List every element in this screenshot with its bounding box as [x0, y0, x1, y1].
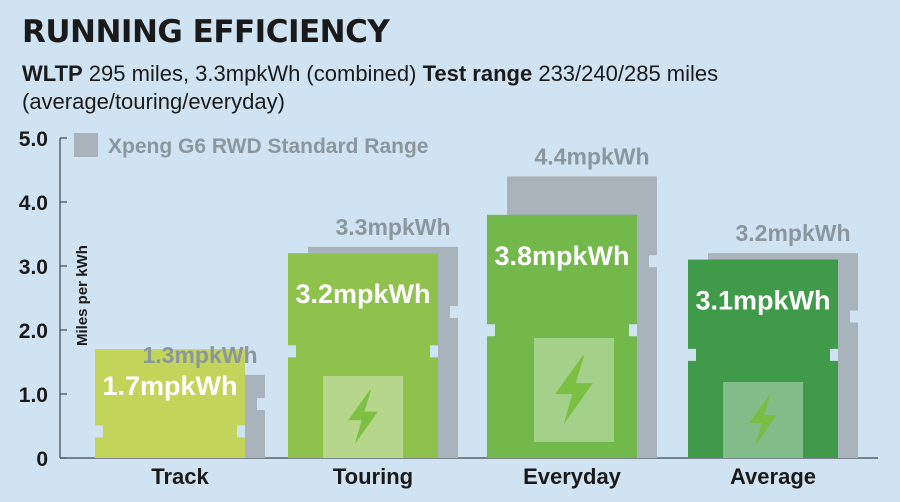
reference-bar-notch — [649, 255, 657, 268]
result-bar-notch-left — [688, 348, 696, 361]
category-label: Touring — [333, 464, 413, 489]
chart-subtitle: WLTP 295 miles, 3.3mpkWh (combined) Test… — [22, 60, 892, 116]
reference-value-label: 3.2mpkWh — [735, 220, 850, 246]
reference-bar-notch — [850, 310, 858, 323]
result-bar-notch-left — [487, 324, 495, 337]
lightning-bolt-icon — [555, 355, 593, 425]
y-tick-label: 0 — [36, 448, 48, 471]
legend-swatch — [74, 133, 98, 157]
result-bar-notch-left — [95, 425, 103, 438]
test-range-label: Test range — [422, 61, 533, 86]
y-tick-label: 1.0 — [19, 384, 48, 407]
result-bar-notch-right — [629, 324, 637, 337]
result-bar-everyday — [487, 214, 637, 458]
lightning-bolt-icon — [749, 394, 777, 446]
y-tick-label: 2.0 — [19, 320, 48, 343]
legend-label: Xpeng G6 RWD Standard Range — [108, 135, 429, 158]
chart-title: RUNNING EFFICIENCY — [22, 14, 390, 50]
wltp-label: WLTP — [22, 61, 83, 86]
result-bar-notch-right — [430, 345, 438, 358]
result-value-label: 3.2mpkWh — [295, 279, 430, 309]
reference-bar-notch — [257, 398, 265, 411]
result-value-label: 3.8mpkWh — [494, 241, 629, 271]
reference-bar-notch — [450, 305, 458, 318]
result-bar-track — [95, 349, 245, 458]
result-bar-notch-left — [288, 345, 296, 358]
reference-value-label: 4.4mpkWh — [534, 143, 649, 169]
result-bar-notch-right — [830, 348, 838, 361]
y-tick-label: 4.0 — [19, 192, 48, 215]
result-bar-notch-right — [237, 425, 245, 438]
reference-value-label: 3.3mpkWh — [335, 214, 450, 240]
y-tick-label: 5.0 — [19, 128, 48, 151]
category-label: Track — [151, 464, 209, 489]
test-range-value: 233/240/285 miles (average/touring/every… — [22, 61, 719, 114]
wltp-value: 295 miles, 3.3mpkWh (combined) — [82, 61, 423, 86]
category-label: Average — [730, 464, 816, 489]
y-axis-label: Miles per kWh — [74, 245, 91, 346]
reference-value-label: 1.3mpkWh — [142, 342, 257, 368]
category-label: Everyday — [523, 464, 622, 489]
lightning-bolt-icon — [348, 389, 378, 445]
result-value-label: 1.7mpkWh — [102, 371, 237, 401]
result-value-label: 3.1mpkWh — [695, 286, 830, 316]
y-tick-label: 3.0 — [19, 256, 48, 279]
